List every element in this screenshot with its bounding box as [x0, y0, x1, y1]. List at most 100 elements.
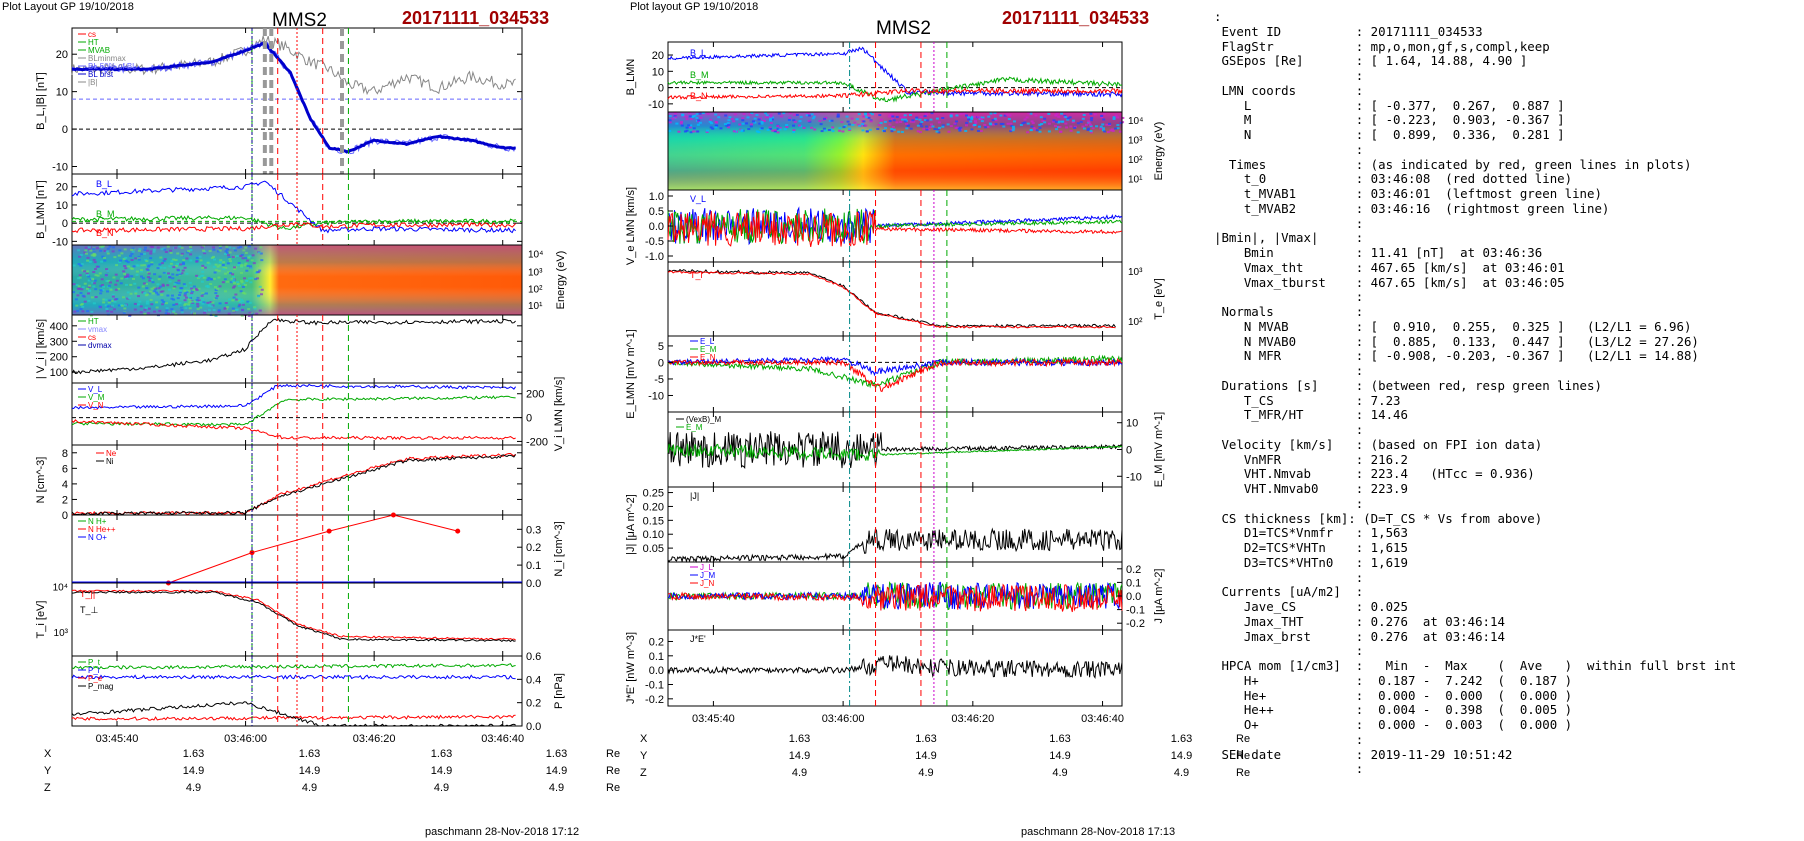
- spectrogram-pixel: [977, 125, 981, 128]
- spectrogram-pixel: [878, 114, 882, 117]
- spectrogram-pixel: [205, 285, 209, 288]
- spectrogram-pixel: [862, 120, 866, 123]
- spectrogram-pixel: [110, 310, 114, 313]
- coord-value: 1.63: [545, 747, 568, 760]
- spectrogram-pixel: [696, 130, 700, 133]
- spectrogram-pixel: [988, 122, 992, 125]
- spectrogram-pixel: [113, 256, 117, 259]
- legend-label: P_t: [88, 658, 101, 667]
- spectrogram-pixel: [209, 301, 213, 304]
- info-line: Vmax_tht : 467.65 [km/s] at 03:46:01: [1214, 259, 1565, 275]
- spectrogram-pixel: [237, 297, 241, 300]
- coord-value: 1.63: [430, 747, 453, 760]
- spectrogram-pixel: [949, 125, 953, 128]
- spectrogram-pixel: [689, 131, 693, 134]
- spectrogram-pixel: [845, 115, 849, 118]
- coord-unit: Re: [606, 781, 621, 794]
- spectrogram-pixel: [1116, 127, 1120, 130]
- spectrogram-pixel: [153, 290, 157, 293]
- spectrogram-pixel: [161, 283, 165, 286]
- spectrogram-pixel: [1039, 116, 1043, 119]
- spectrogram-pixel: [219, 259, 223, 262]
- legend-label: cs: [88, 30, 96, 39]
- spectrogram-pixel: [675, 122, 679, 125]
- spectrogram-pixel: [1064, 122, 1068, 125]
- info-line: N MVAB : [ 0.910, 0.255, 0.325 ] (L2/L1 …: [1214, 318, 1692, 334]
- spectrogram-pixel: [695, 116, 699, 119]
- spectrogram-pixel: [925, 128, 929, 131]
- spectrogram-pixel: [157, 278, 161, 281]
- spectrogram-pixel: [212, 309, 216, 312]
- series-line: [71, 454, 517, 516]
- spectrogram-pixel: [247, 245, 251, 248]
- spectrogram-pixel: [768, 119, 772, 122]
- spectrogram-pixel: [231, 299, 235, 302]
- y-tick-label: 0: [658, 83, 664, 95]
- spectrogram-pixel: [183, 304, 187, 307]
- spectrogram-pixel: [170, 308, 174, 311]
- y-tick-label: 0: [1126, 445, 1132, 457]
- spectrogram-pixel: [888, 120, 892, 123]
- spectrogram-pixel: [197, 276, 201, 279]
- spectrogram-pixel: [132, 265, 136, 268]
- spectrogram-pixel: [918, 131, 922, 134]
- spectrogram-pixel: [84, 246, 88, 249]
- spectrogram-pixel: [209, 283, 213, 286]
- spectrogram-pixel: [169, 249, 173, 252]
- spectrogram-pixel: [850, 117, 854, 120]
- spectrogram-pixel: [1099, 127, 1103, 130]
- spectrogram-pixel: [178, 301, 182, 304]
- spectrogram-pixel: [165, 309, 169, 312]
- spectrogram-pixel: [174, 259, 178, 262]
- spectrogram-pixel: [91, 281, 95, 284]
- spectrogram-pixel: [83, 282, 87, 285]
- panel-frame: [667, 629, 1123, 707]
- legend-label: E_N: [700, 353, 716, 362]
- spectrogram-pixel: [226, 271, 230, 274]
- spectrogram-pixel: [218, 246, 222, 249]
- axis-label: N_i [cm^-3]: [553, 521, 565, 576]
- spectrogram-pixel: [868, 112, 872, 115]
- spectrogram-pixel: [255, 312, 259, 315]
- spectrogram-pixel: [999, 114, 1003, 117]
- spectrogram-pixel: [148, 277, 152, 280]
- spectrogram-pixel: [174, 281, 178, 284]
- legend-label: V_L: [88, 385, 103, 394]
- spectrogram-pixel: [919, 115, 923, 118]
- spectrogram-pixel: [256, 295, 260, 298]
- x-tick-label: 03:45:40: [96, 733, 139, 745]
- spectrogram-pixel: [983, 123, 987, 126]
- x-tick-label: 03:46:00: [822, 713, 865, 725]
- spectrogram-pixel: [695, 113, 699, 116]
- spectrogram-pixel: [94, 274, 98, 277]
- spectrogram-pixel: [202, 276, 206, 279]
- spectrogram-pixel: [98, 272, 102, 275]
- info-line: H+ : 0.187 - 7.242 ( 0.187 ): [1214, 672, 1573, 688]
- spectrogram-pixel: [776, 127, 780, 130]
- spectrogram-pixel: [857, 113, 861, 116]
- spectrogram-pixel: [862, 115, 866, 118]
- series-label: T_||: [80, 589, 95, 599]
- spectrogram-pixel: [813, 128, 817, 131]
- spectrogram-pixel: [1019, 123, 1023, 126]
- spectrogram-pixel: [693, 114, 697, 117]
- y-tick-label: 10⁴: [53, 583, 68, 594]
- spectrogram-pixel: [980, 120, 984, 123]
- y-tick-label: 0.0: [649, 221, 664, 233]
- spectrogram-pixel: [106, 310, 110, 313]
- spectrogram-pixel: [185, 272, 189, 275]
- spectrogram-pixel: [792, 113, 796, 116]
- axis-label: T_i [eV]: [35, 601, 47, 639]
- spectrogram-pixel: [912, 120, 916, 123]
- spectrogram-pixel: [745, 122, 749, 125]
- x-tick-label: 03:45:40: [692, 713, 735, 725]
- spectrogram-pixel: [877, 124, 881, 127]
- spectrogram-pixel: [110, 299, 114, 302]
- series-line: [71, 383, 517, 410]
- y-tick-label: 400: [50, 321, 68, 333]
- spectrogram-pixel: [114, 273, 118, 276]
- spectrogram-pixel: [90, 296, 94, 299]
- spectrogram-pixel: [130, 248, 134, 251]
- spectrogram-pixel: [179, 306, 183, 309]
- spectrogram-pixel: [757, 118, 761, 121]
